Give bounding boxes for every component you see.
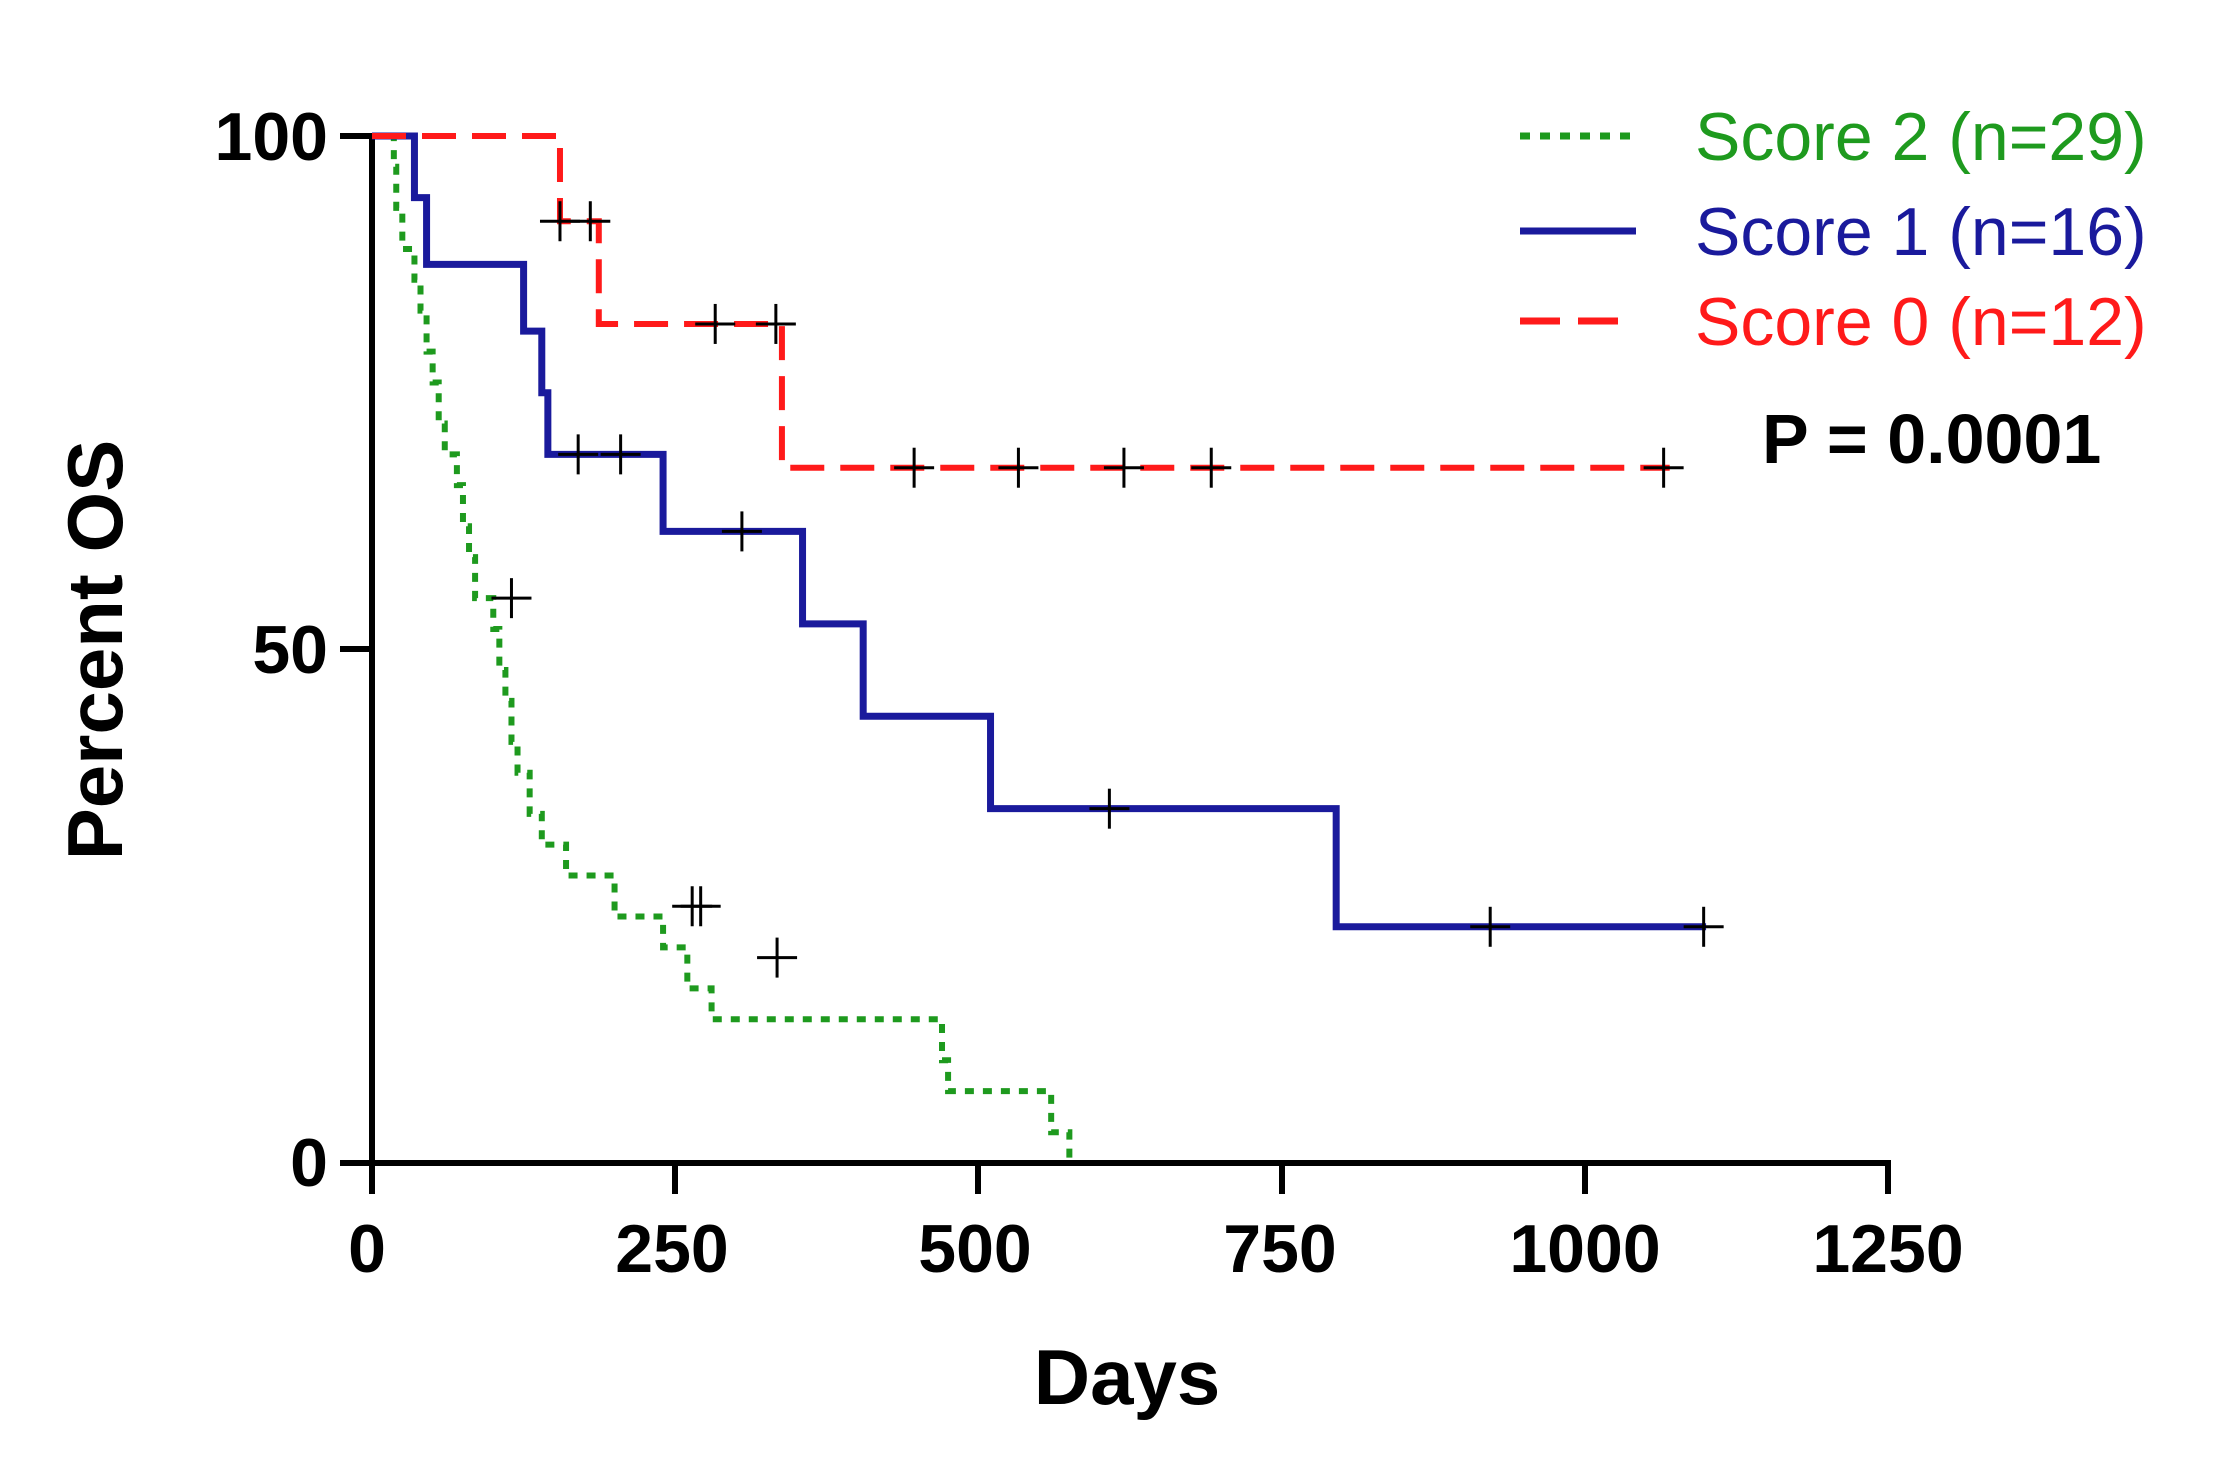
- series-line-score-0: [372, 133, 1670, 471]
- x-tick-label: 750: [1223, 1211, 1336, 1287]
- censor-mark-score-0: [1103, 447, 1144, 488]
- y-tick-label: 0: [290, 1125, 328, 1201]
- legend-label-score-2: Score 2 (n=29): [1695, 99, 2147, 175]
- censor-mark-score-1: [721, 511, 762, 552]
- x-tick-label: 1000: [1509, 1211, 1660, 1287]
- legend: Score 2 (n=29) Score 1 (n=16) Score 0 (n…: [1520, 99, 2147, 360]
- censor-mark-score-1: [558, 434, 599, 475]
- y-ticks: 0 50 100: [215, 99, 372, 1201]
- series-line-score-1: [372, 132, 1707, 931]
- x-tick-label: 1250: [1812, 1211, 1963, 1287]
- x-tick-label: 0: [348, 1211, 386, 1287]
- series-layer: [372, 132, 1724, 1163]
- censor-mark-score-0: [1643, 447, 1684, 488]
- y-axis-title: Percent OS: [51, 440, 139, 861]
- x-ticks: 0 250 500 750 1000 1250: [348, 1163, 1964, 1287]
- censor-mark-score-0: [695, 303, 736, 344]
- censor-mark-score-1: [1470, 906, 1511, 947]
- x-tick-label: 250: [615, 1211, 728, 1287]
- legend-label-score-0: Score 0 (n=12): [1695, 284, 2147, 360]
- legend-label-score-1: Score 1 (n=16): [1695, 194, 2147, 270]
- censor-mark-score-0: [998, 447, 1039, 488]
- censor-mark-score-0: [894, 447, 935, 488]
- censor-mark-score-2: [757, 937, 798, 978]
- y-tick-label: 50: [252, 612, 328, 688]
- censor-mark-score-0: [570, 201, 611, 242]
- censor-mark-score-2: [491, 578, 532, 619]
- x-axis-title: Days: [1034, 1333, 1220, 1421]
- y-tick-label: 100: [215, 99, 328, 175]
- x-tick-label: 500: [918, 1211, 1031, 1287]
- censor-mark-score-1: [1089, 788, 1130, 829]
- p-value-annotation: P = 0.0001: [1762, 400, 2101, 478]
- censor-mark-score-0: [1191, 447, 1232, 488]
- censor-mark-score-2: [680, 886, 721, 927]
- censor-mark-score-1: [1683, 906, 1724, 947]
- censor-mark-score-0: [755, 303, 796, 344]
- censor-mark-score-1: [600, 434, 641, 475]
- series-line-score-2: [372, 133, 1073, 1163]
